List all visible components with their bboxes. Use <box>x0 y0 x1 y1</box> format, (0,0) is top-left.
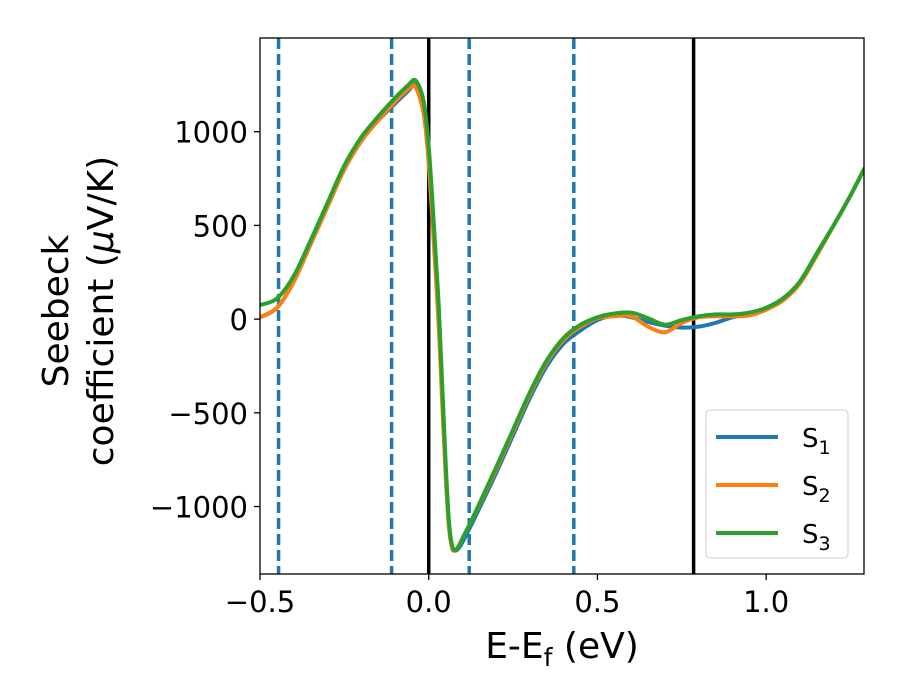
y-tick-label: 1000 <box>174 116 248 150</box>
y-axis-label-line1: Seebeck <box>36 234 77 387</box>
legend: S1 S2 S3 <box>705 409 849 559</box>
y-tick-label: −500 <box>168 397 248 431</box>
plot-frame <box>259 37 865 575</box>
x-axis-label: E-Ef (eV) <box>485 626 639 672</box>
y-tick-label: 0 <box>230 303 248 337</box>
y-axis-ticks: −1000 −500 0 500 1000 <box>150 116 260 525</box>
legend-label-s2: S2 <box>802 472 831 507</box>
y-axis-label: Seebeck coefficient (μV/K) <box>36 156 122 466</box>
x-tick-label: 1.0 <box>743 585 789 619</box>
x-tick-label: 0.5 <box>574 585 620 619</box>
x-axis-ticks: −0.5 0.0 0.5 1.0 <box>225 574 789 619</box>
y-tick-label: −1000 <box>150 491 248 525</box>
series-line-s3 <box>260 77 864 553</box>
x-tick-label: 0.0 <box>406 585 452 619</box>
y-axis-label-line2: coefficient (μV/K) <box>81 156 122 466</box>
y-tick-label: 500 <box>193 209 248 243</box>
legend-label-s3: S3 <box>802 520 831 555</box>
legend-label-s1: S1 <box>802 424 831 459</box>
x-tick-label: −0.5 <box>225 585 295 619</box>
data-series <box>260 77 864 553</box>
